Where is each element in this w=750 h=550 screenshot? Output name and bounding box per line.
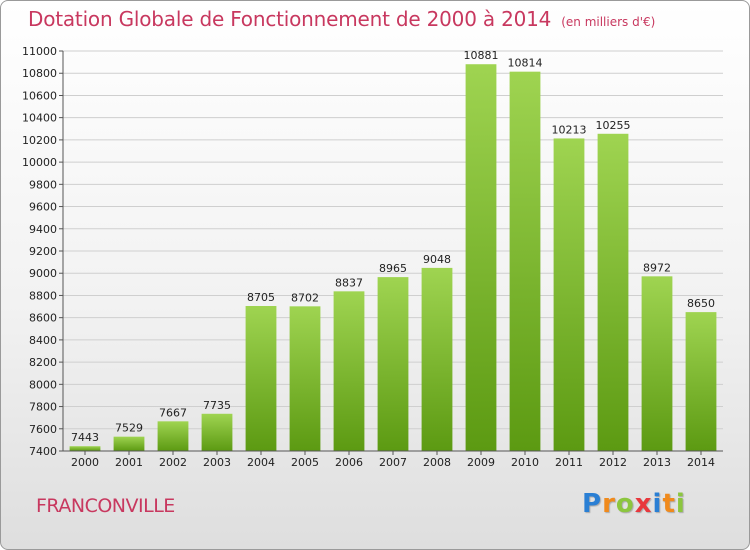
x-tick-label: 2010 xyxy=(511,456,539,469)
y-tick-label: 10400 xyxy=(22,112,57,125)
value-label: 7735 xyxy=(203,399,231,412)
y-tick-label: 9600 xyxy=(29,201,57,214)
y-tick-label: 8600 xyxy=(29,312,57,325)
y-tick-label: 8800 xyxy=(29,289,57,302)
y-tick-label: 7600 xyxy=(29,423,57,436)
y-tick-label: 10200 xyxy=(22,134,57,147)
x-tick-label: 2011 xyxy=(555,456,583,469)
bar xyxy=(333,291,365,451)
axes xyxy=(62,51,723,452)
y-tick-label: 9400 xyxy=(29,223,57,236)
y-tick-label: 9200 xyxy=(29,245,57,258)
y-tick-label: 10800 xyxy=(22,67,57,80)
bar xyxy=(553,138,585,451)
value-label: 8702 xyxy=(291,291,319,304)
y-tick-label: 8000 xyxy=(29,378,57,391)
x-tick-label: 2002 xyxy=(159,456,187,469)
logo-letter: t xyxy=(662,489,676,519)
y-tick-label: 7800 xyxy=(29,401,57,414)
x-tick-label: 2000 xyxy=(71,456,99,469)
bar xyxy=(465,64,497,451)
proxiti-logo: Proxiti xyxy=(582,489,686,519)
logo-letter: i xyxy=(675,489,686,519)
y-axis-ticks: 7400 7600 7800 8000 8200 8400 8600 8800 9000 9200… xyxy=(22,45,63,458)
x-axis-ticks: 2000 2001 2002 2003 2004 2005 2006 2007 2008 2009… xyxy=(71,451,715,469)
y-tick-label: 10600 xyxy=(22,89,57,102)
bar xyxy=(157,421,189,451)
value-label: 8965 xyxy=(379,262,407,275)
bar xyxy=(289,306,321,451)
x-tick-label: 2005 xyxy=(291,456,319,469)
bar xyxy=(421,267,453,451)
x-tick-label: 2014 xyxy=(687,456,715,469)
commune-name: FRANCONVILLE xyxy=(36,495,175,517)
logo-letter: o xyxy=(615,489,635,519)
value-label: 7529 xyxy=(115,422,143,435)
logo-letter: r xyxy=(602,489,616,519)
value-label: 8837 xyxy=(335,276,363,289)
value-label: 10881 xyxy=(464,49,499,62)
x-tick-label: 2001 xyxy=(115,456,143,469)
logo-letter: i xyxy=(652,489,663,519)
chart-title: Dotation Globale de Fonctionnement de 20… xyxy=(28,7,552,31)
x-tick-label: 2007 xyxy=(379,456,407,469)
y-tick-label: 8200 xyxy=(29,356,57,369)
bar xyxy=(509,71,541,452)
y-tick-label: 9000 xyxy=(29,267,57,280)
value-label: 8972 xyxy=(643,261,671,274)
logo-letter: P xyxy=(582,489,603,519)
value-label: 10213 xyxy=(552,123,587,136)
chart-title-block: Dotation Globale de Fonctionnement de 20… xyxy=(28,7,655,31)
value-label: 7443 xyxy=(71,431,99,444)
bar xyxy=(641,276,673,451)
y-tick-label: 10000 xyxy=(22,156,57,169)
x-tick-label: 2012 xyxy=(599,456,627,469)
x-tick-label: 2013 xyxy=(643,456,671,469)
x-tick-label: 2009 xyxy=(467,456,495,469)
value-label: 7667 xyxy=(159,406,187,419)
bars xyxy=(69,64,717,452)
x-tick-label: 2008 xyxy=(423,456,451,469)
y-tick-label: 9800 xyxy=(29,178,57,191)
logo-letter: x xyxy=(634,489,653,519)
value-label: 8650 xyxy=(687,297,715,310)
bar xyxy=(201,413,233,451)
y-tick-label: 8400 xyxy=(29,334,57,347)
bar xyxy=(245,306,277,451)
x-tick-label: 2004 xyxy=(247,456,275,469)
value-label: 9048 xyxy=(423,253,451,266)
chart-unit-note: (en milliers d'€) xyxy=(561,15,656,29)
x-tick-label: 2006 xyxy=(335,456,363,469)
value-label: 10814 xyxy=(508,57,543,70)
x-tick-label: 2003 xyxy=(203,456,231,469)
value-label: 10255 xyxy=(596,119,631,132)
y-tick-label: 7400 xyxy=(29,445,57,458)
bar xyxy=(113,436,145,451)
value-labels: 7443 7529 7667 7735 8705 8702 8837 8965 9048 1088… xyxy=(71,49,715,444)
value-label: 8705 xyxy=(247,291,275,304)
bar xyxy=(377,277,409,451)
y-tick-label: 11000 xyxy=(22,45,57,58)
bar xyxy=(597,133,629,451)
bar xyxy=(685,312,717,451)
bar xyxy=(69,446,101,451)
